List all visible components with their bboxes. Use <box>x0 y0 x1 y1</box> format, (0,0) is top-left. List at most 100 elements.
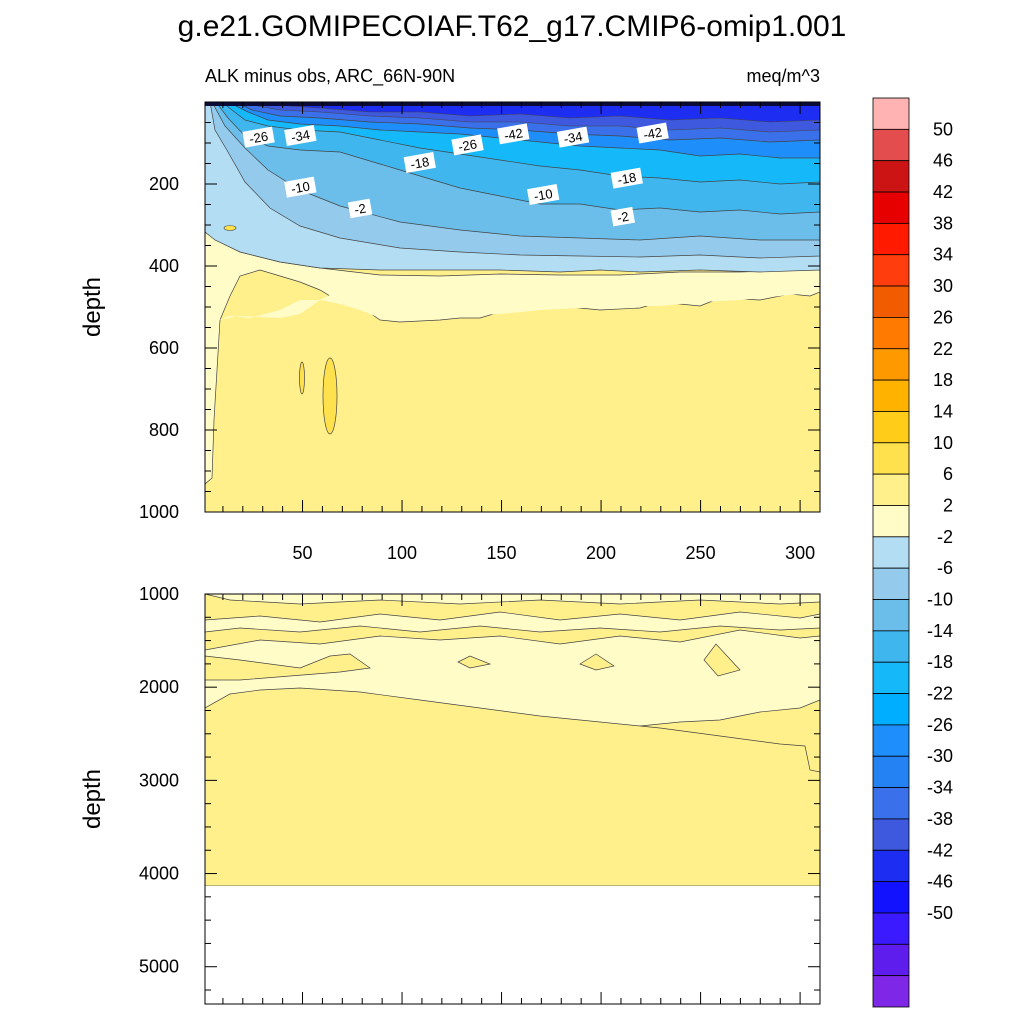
contour-label: -18 <box>403 152 436 173</box>
colorbar-swatch <box>872 881 910 914</box>
field-pos6-fleck <box>223 225 237 231</box>
colorbar-label: -10 <box>927 590 953 610</box>
contour-label-text: -26 <box>457 136 478 154</box>
x-tick-label: 200 <box>586 543 616 563</box>
variable-label: ALK minus obs, ARC_66N-90N <box>205 66 455 87</box>
colorbar-swatch <box>872 755 910 788</box>
colorbar-swatch <box>872 505 910 538</box>
colorbar-label: -30 <box>927 746 953 766</box>
no-data-region <box>205 886 820 1004</box>
colorbar-label: 10 <box>933 433 953 453</box>
contour-label: -26 <box>242 126 275 148</box>
field-pos6-patch <box>322 357 338 435</box>
colorbar-swatch <box>872 348 910 381</box>
colorbar-swatch <box>872 97 910 130</box>
contour-label-bg <box>242 126 275 148</box>
colorbar-label: -22 <box>927 684 953 704</box>
colorbar-swatch <box>872 599 910 632</box>
bottom-y-axis-label: depth <box>79 769 106 829</box>
y-tick-label: 5000 <box>139 957 179 977</box>
contour-label: -42 <box>636 122 669 144</box>
contour-label: -18 <box>610 167 643 189</box>
colorbar: 50 46 42 38 34 30 26 22 18 14 10 6 2 -2 -6 -10 -14 -18 -22… <box>872 97 953 1008</box>
colorbar-swatch <box>872 222 910 256</box>
contour-label: -34 <box>284 124 317 146</box>
colorbar-label: 46 <box>933 151 953 171</box>
field-bottom-top-band <box>205 594 820 605</box>
colorbar-swatch <box>872 630 910 663</box>
y-tick-label: 200 <box>149 174 179 194</box>
colorbar-label: -46 <box>927 872 953 892</box>
field-bottom-patch-1 <box>205 653 371 681</box>
top-axis-ticks: 200 400 600 800 1000 50 100 150 200 250 300 <box>139 101 821 563</box>
bottom-plot-frame <box>204 593 821 1005</box>
chart-title: g.e21.GOMIPECOIAF.T62_g17.CMIP6-omip1.00… <box>178 10 847 43</box>
field-bottom-patch-2 <box>457 655 492 669</box>
colorbar-swatch <box>872 912 910 945</box>
contour-label-text: -42 <box>642 124 663 142</box>
colorbar-label: -38 <box>927 809 953 829</box>
colorbar-label: -14 <box>927 621 953 641</box>
contour-label-text: -34 <box>290 127 311 145</box>
colorbar-label: -50 <box>927 903 953 923</box>
colorbar-label: 14 <box>933 401 953 421</box>
colorbar-swatch <box>872 661 910 694</box>
colorbar-label: 30 <box>933 276 953 296</box>
colorbar-label: 26 <box>933 307 953 327</box>
x-tick-label: 150 <box>487 543 517 563</box>
colorbar-swatch <box>872 379 910 412</box>
colorbar-swatch <box>872 787 910 820</box>
contour-label-text: -34 <box>563 129 584 147</box>
contour-label-bg <box>451 134 484 156</box>
colorbar-label: 50 <box>933 119 953 139</box>
bottom-axis-ticks: 1000 2000 3000 4000 5000 <box>139 584 821 1004</box>
contour-label: -10 <box>527 184 560 205</box>
contour-label-text: -2 <box>616 209 630 226</box>
contour-label-bg <box>610 167 643 189</box>
field-bottom-deep-band <box>205 687 820 887</box>
colorbar-label: -18 <box>927 652 953 672</box>
contour-label-bg <box>497 123 530 145</box>
contour-label-text: -18 <box>616 170 637 188</box>
contour-label-bg <box>610 206 636 227</box>
colorbar-swatch <box>872 943 910 977</box>
top-y-axis-label: depth <box>79 277 106 337</box>
contour-label-text: -2 <box>353 201 367 218</box>
contour-label: -2 <box>610 206 636 227</box>
contour-label-text: -10 <box>533 186 554 204</box>
colorbar-swatch <box>872 567 910 600</box>
bottom-panel: 1000 2000 3000 4000 5000 depth <box>79 584 821 1005</box>
contour-label-text: -42 <box>503 125 524 143</box>
field-bottom-patch-4 <box>703 643 741 677</box>
y-tick-label: 800 <box>149 420 179 440</box>
y-tick-label: 1000 <box>139 584 179 604</box>
x-tick-label: 50 <box>293 543 313 563</box>
contour-label-bg <box>284 124 317 146</box>
contour-label-bg <box>284 176 317 198</box>
colorbar-swatch <box>872 442 910 475</box>
contour-label-bg <box>347 198 373 219</box>
contour-label: -2 <box>347 198 373 219</box>
colorbar-swatch <box>872 128 910 162</box>
y-tick-label: 3000 <box>139 770 179 790</box>
colorbar-label: 18 <box>933 370 953 390</box>
contour-label-text: -26 <box>248 129 269 147</box>
colorbar-swatch <box>872 191 910 224</box>
colorbar-swatch <box>872 849 910 883</box>
contour-label-text: -18 <box>409 154 430 172</box>
colorbar-swatch <box>872 693 910 726</box>
colorbar-label: 38 <box>933 213 953 233</box>
y-tick-label: 4000 <box>139 864 179 884</box>
y-tick-label: 2000 <box>139 677 179 697</box>
x-tick-label: 100 <box>387 543 417 563</box>
contour-label-bg <box>556 126 590 148</box>
contour-label-bg <box>527 184 560 205</box>
field-bottom-patch-3 <box>579 653 615 671</box>
contour-label-text: -10 <box>290 179 311 197</box>
field-bottom-thin-band <box>205 611 820 633</box>
colorbar-swatch <box>872 254 910 287</box>
y-tick-label: 600 <box>149 338 179 358</box>
field-pos6-patch-small <box>299 361 305 395</box>
contour-label: -10 <box>284 176 317 198</box>
